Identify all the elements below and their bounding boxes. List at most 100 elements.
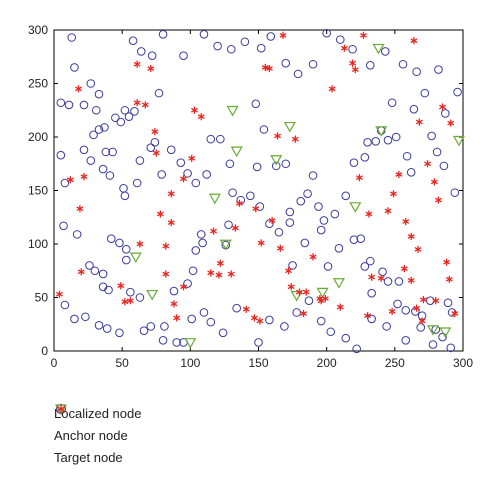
localized-node-point bbox=[218, 328, 228, 338]
localized-node-point bbox=[360, 262, 370, 271]
target-node-point bbox=[432, 297, 440, 305]
localized-node-point bbox=[251, 99, 261, 109]
localized-node-point bbox=[94, 125, 104, 134]
localized-node-point bbox=[191, 246, 201, 255]
localized-node-point bbox=[402, 151, 412, 161]
localized-node-point bbox=[336, 35, 345, 44]
localized-node-point bbox=[206, 134, 216, 144]
target-node-point bbox=[162, 270, 170, 278]
localized-node-point bbox=[363, 138, 372, 147]
x-tick-label: 300 bbox=[453, 356, 473, 370]
localized-node-point bbox=[285, 207, 295, 217]
localized-node-point bbox=[439, 161, 449, 171]
target-node-point bbox=[360, 31, 367, 39]
localized-node-point bbox=[196, 230, 206, 239]
anchor-node-point bbox=[226, 105, 239, 117]
localized-node-point bbox=[60, 178, 70, 188]
localized-node-point bbox=[130, 107, 139, 116]
y-tick-label: 150 bbox=[28, 184, 48, 198]
anchor-node-point bbox=[372, 43, 385, 55]
target-node-point bbox=[55, 290, 63, 298]
target-node-point bbox=[395, 170, 403, 179]
target-node-point bbox=[265, 64, 273, 73]
localized-node-point bbox=[183, 169, 192, 178]
anchor-node-point bbox=[230, 146, 243, 158]
target-node-point bbox=[250, 314, 258, 322]
localized-node-point bbox=[98, 164, 108, 174]
localized-node-point bbox=[139, 326, 149, 335]
anchor-node-point bbox=[184, 338, 197, 349]
localized-node-point bbox=[108, 147, 117, 157]
localized-node-point bbox=[316, 225, 326, 235]
localized-node-point bbox=[179, 51, 188, 60]
localized-node-point bbox=[292, 308, 301, 317]
target-node-point bbox=[173, 314, 181, 322]
asterisk-marker-icon bbox=[56, 404, 66, 414]
localized-node-point bbox=[281, 58, 291, 68]
localized-node-point bbox=[453, 87, 462, 97]
localized-node-point bbox=[166, 145, 176, 155]
localized-node-point bbox=[70, 63, 79, 72]
target-node-point bbox=[377, 274, 385, 282]
anchor-node-point bbox=[219, 239, 232, 251]
localized-node-point bbox=[86, 79, 96, 88]
y-tick-label: 300 bbox=[28, 23, 48, 37]
localized-node-point bbox=[371, 136, 381, 146]
localized-node-point bbox=[348, 44, 357, 54]
x-tick-label: 100 bbox=[180, 356, 200, 370]
localized-node-point bbox=[176, 158, 186, 167]
localized-node-point bbox=[365, 256, 375, 266]
target-node-point bbox=[121, 298, 129, 306]
localized-node-point bbox=[98, 269, 108, 279]
anchor-node-point bbox=[208, 193, 221, 205]
localized-node-point bbox=[199, 308, 209, 317]
localized-node-point bbox=[135, 293, 145, 302]
target-node-point bbox=[415, 118, 423, 126]
target-node-point bbox=[66, 176, 74, 184]
localized-node-point bbox=[341, 191, 351, 201]
localized-node-point bbox=[216, 134, 225, 144]
localized-node-point bbox=[288, 261, 297, 270]
target-node-point bbox=[180, 283, 187, 291]
localized-node-point bbox=[104, 285, 113, 295]
localized-node-point bbox=[443, 298, 453, 308]
y-tick-label: 200 bbox=[28, 130, 48, 144]
localized-node-point bbox=[154, 88, 164, 98]
localized-node-point bbox=[56, 98, 66, 108]
localized-node-point bbox=[440, 109, 450, 118]
y-tick-label: 250 bbox=[28, 77, 48, 91]
target-node-point bbox=[279, 31, 287, 39]
localized-node-point bbox=[120, 105, 130, 115]
localized-node-point bbox=[94, 321, 104, 330]
localized-node-point bbox=[120, 191, 130, 201]
anchor-node-point bbox=[283, 121, 296, 133]
target-node-point bbox=[365, 210, 373, 218]
target-node-point bbox=[141, 101, 149, 109]
localized-node-point bbox=[266, 32, 276, 41]
localized-node-point bbox=[425, 296, 435, 306]
anchor-node-point bbox=[375, 126, 388, 137]
target-node-point bbox=[252, 205, 260, 213]
localized-node-point bbox=[383, 277, 393, 286]
legend: Localized node Anchor node Target node bbox=[54, 402, 141, 468]
target-node-point bbox=[413, 304, 421, 312]
target-node-point bbox=[414, 245, 422, 253]
localized-node-point bbox=[280, 322, 289, 331]
localized-node-point bbox=[349, 158, 359, 167]
localized-node-point bbox=[383, 135, 393, 145]
target-node-point bbox=[77, 268, 85, 276]
anchor-node-point bbox=[349, 202, 362, 213]
localized-node-point bbox=[56, 150, 66, 160]
localized-node-point bbox=[232, 303, 241, 313]
localized-node-point bbox=[228, 188, 237, 197]
localized-node-point bbox=[406, 168, 416, 177]
localized-node-point bbox=[206, 317, 216, 327]
target-node-point bbox=[207, 269, 215, 277]
legend-label: Target node bbox=[54, 449, 123, 465]
localized-node-point bbox=[91, 105, 101, 115]
anchor-node-point bbox=[316, 287, 329, 299]
target-node-point bbox=[424, 160, 432, 168]
localized-node-point bbox=[285, 218, 295, 227]
target-node-point bbox=[162, 242, 170, 250]
localized-node-point bbox=[271, 161, 281, 171]
